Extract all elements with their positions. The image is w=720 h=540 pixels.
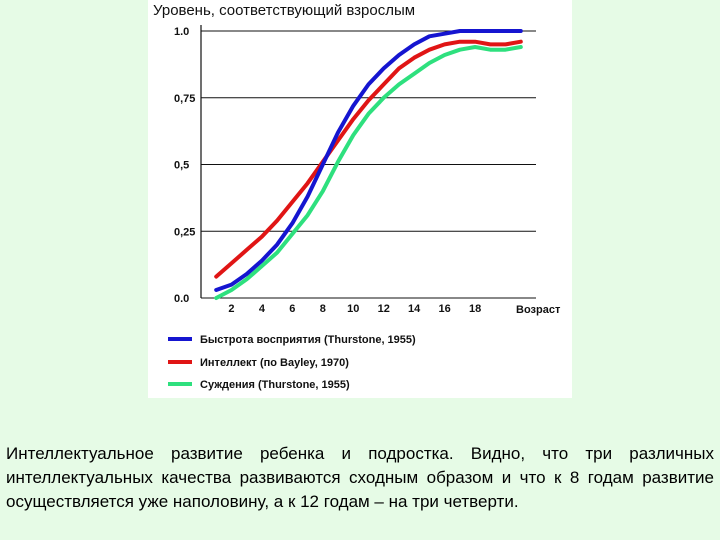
legend-label: Интеллект (по Bayley, 1970) — [200, 357, 349, 369]
series-line — [214, 29, 523, 292]
y-axis-title: Уровень, соответствующий взрослым — [153, 2, 415, 19]
legend-label: Суждения (Thurstone, 1955) — [200, 379, 350, 391]
x-tick-label: 4 — [259, 303, 266, 315]
chart-panel: Уровень, соответствующий взрослым 1.0 0,75… — [148, 0, 572, 398]
x-tick-label: 16 — [439, 303, 451, 315]
y-tick-label: 0,75 — [174, 93, 195, 105]
x-axis-title: Возраст — [516, 304, 561, 316]
y-tick-label: 0,5 — [174, 160, 189, 172]
legend-label: Быстрота восприятия (Thurstone, 1955) — [200, 334, 416, 346]
figure-caption: Интеллектуальное развитие ребенка и подр… — [6, 444, 714, 511]
x-tick-label: 8 — [320, 303, 326, 315]
series-line — [214, 39, 523, 279]
y-tick-label: 0,25 — [174, 226, 195, 238]
y-tick-label: 1.0 — [174, 26, 189, 38]
line-chart: Уровень, соответствующий взрослым 1.0 0,75… — [153, 2, 561, 391]
x-tick-label: 6 — [289, 303, 295, 315]
x-tick-label: 12 — [378, 303, 390, 315]
x-tick-label: 14 — [408, 303, 421, 315]
x-tick-label: 10 — [347, 303, 359, 315]
y-tick-label: 0.0 — [174, 293, 189, 305]
series-line — [214, 45, 523, 300]
x-tick-label: 2 — [228, 303, 234, 315]
x-tick-label: 18 — [469, 303, 481, 315]
